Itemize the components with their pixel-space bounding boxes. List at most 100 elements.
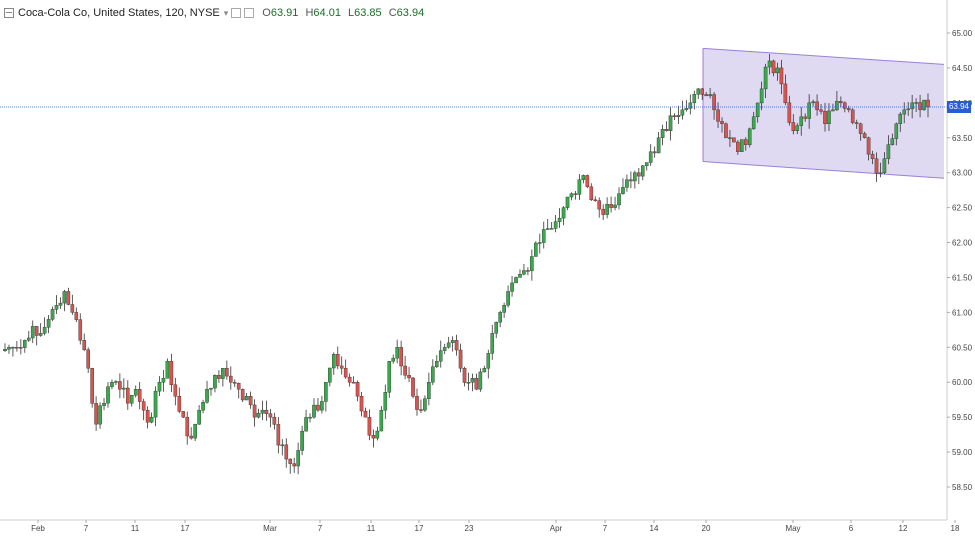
candle-body xyxy=(914,102,918,104)
time-tick-label: 7 xyxy=(318,524,323,533)
time-tick-label: 12 xyxy=(899,524,908,533)
candle-body xyxy=(648,151,653,163)
candle-body xyxy=(637,172,641,177)
candle-body xyxy=(494,321,499,334)
candle-body xyxy=(684,108,689,111)
candle-body xyxy=(759,88,764,104)
candle-body xyxy=(90,368,94,404)
time-axis[interactable]: Feb 7 11 17 Mar 7 11 17 23 Apr 7 14 20 May 6 12 18 xyxy=(31,520,960,533)
candle-body xyxy=(145,409,150,423)
candle-body xyxy=(815,101,819,111)
candle-body xyxy=(767,60,772,68)
settings-icon[interactable] xyxy=(244,8,255,18)
candle-body xyxy=(288,458,293,464)
high-value: H64.01 xyxy=(305,7,341,19)
candle-body xyxy=(82,340,87,350)
candle-body xyxy=(549,228,554,230)
candle-body xyxy=(688,102,693,109)
candle-body xyxy=(153,390,158,418)
candle-body xyxy=(343,368,348,378)
candle-body xyxy=(391,357,396,362)
candle-body xyxy=(502,305,506,313)
candle-body xyxy=(486,353,491,369)
candle-body xyxy=(308,416,312,419)
time-tick-label: 7 xyxy=(603,524,608,533)
candle-body xyxy=(173,384,178,397)
candle-body xyxy=(585,175,590,187)
candle-body xyxy=(541,229,546,243)
visibility-icon[interactable] xyxy=(231,8,242,18)
candle-body xyxy=(839,101,843,104)
time-tick-label: 14 xyxy=(650,524,659,533)
candle-body xyxy=(565,196,570,208)
candle-body xyxy=(244,396,249,401)
candle-body xyxy=(894,123,899,139)
candle-body xyxy=(280,444,285,447)
low-value: L63.85 xyxy=(348,7,382,19)
candle-body xyxy=(256,412,261,418)
price-tick-label: 63.50 xyxy=(952,134,973,143)
candle-body xyxy=(331,354,336,369)
symbol-title[interactable]: Coca-Cola Co, United States, 120, NYSE xyxy=(18,7,220,19)
candle-body xyxy=(823,111,827,124)
channel-lower-line[interactable] xyxy=(702,161,945,179)
candle-body xyxy=(918,102,922,111)
candle-body xyxy=(696,88,701,95)
collapse-icon[interactable] xyxy=(4,8,14,18)
candle-body xyxy=(284,444,289,460)
candle-body xyxy=(300,430,304,451)
candle-body xyxy=(807,102,811,119)
candle-body xyxy=(26,337,31,341)
candle-body xyxy=(605,204,609,215)
candle-body xyxy=(189,435,193,439)
candle-body xyxy=(367,416,372,436)
chevron-down-icon[interactable]: ▾ xyxy=(223,7,229,18)
candle-body xyxy=(395,347,399,359)
candle-body xyxy=(38,333,43,336)
time-tick-label: 20 xyxy=(702,524,711,533)
candle-body xyxy=(625,179,629,188)
candle-body xyxy=(42,327,47,334)
channel-upper-line[interactable] xyxy=(702,47,945,65)
candle-body xyxy=(692,94,697,104)
candle-body xyxy=(193,424,197,439)
candle-body xyxy=(359,396,364,412)
candle-body xyxy=(328,367,332,383)
candle-body xyxy=(34,326,39,336)
price-tick-label: 62.50 xyxy=(952,204,973,213)
candle-body xyxy=(201,402,205,411)
candle-body xyxy=(363,410,368,418)
candle-body xyxy=(926,99,930,108)
candle-body xyxy=(597,200,602,210)
price-tick-label: 62.00 xyxy=(952,239,973,248)
candle-body xyxy=(217,375,221,379)
time-tick-label: 17 xyxy=(181,524,190,533)
candle-body xyxy=(129,395,134,404)
time-tick-label: 7 xyxy=(84,524,89,533)
candle-body xyxy=(672,115,677,118)
candle-body xyxy=(795,125,800,131)
time-tick-label: May xyxy=(785,524,800,533)
candle-body xyxy=(78,319,83,341)
candle-body xyxy=(882,158,887,173)
candle-body xyxy=(668,115,673,131)
candle-body xyxy=(30,326,35,339)
candle-body xyxy=(518,273,522,278)
candle-body xyxy=(438,350,443,362)
candle-body xyxy=(740,139,744,152)
price-axis[interactable]: 65.0064.5064.0063.5063.0062.5062.0061.50… xyxy=(947,29,973,492)
candle-body xyxy=(609,204,613,208)
candle-body xyxy=(276,424,281,446)
candle-body xyxy=(720,121,724,124)
candle-body xyxy=(268,413,273,418)
candle-body xyxy=(676,115,681,118)
candle-body xyxy=(419,409,423,411)
candle-body xyxy=(122,387,126,390)
candle-body xyxy=(296,450,300,467)
candle-body xyxy=(292,463,296,467)
candle-body xyxy=(482,368,487,373)
price-tick-label: 63.00 xyxy=(952,169,973,178)
candle-body xyxy=(347,376,352,383)
candle-body xyxy=(225,368,229,377)
